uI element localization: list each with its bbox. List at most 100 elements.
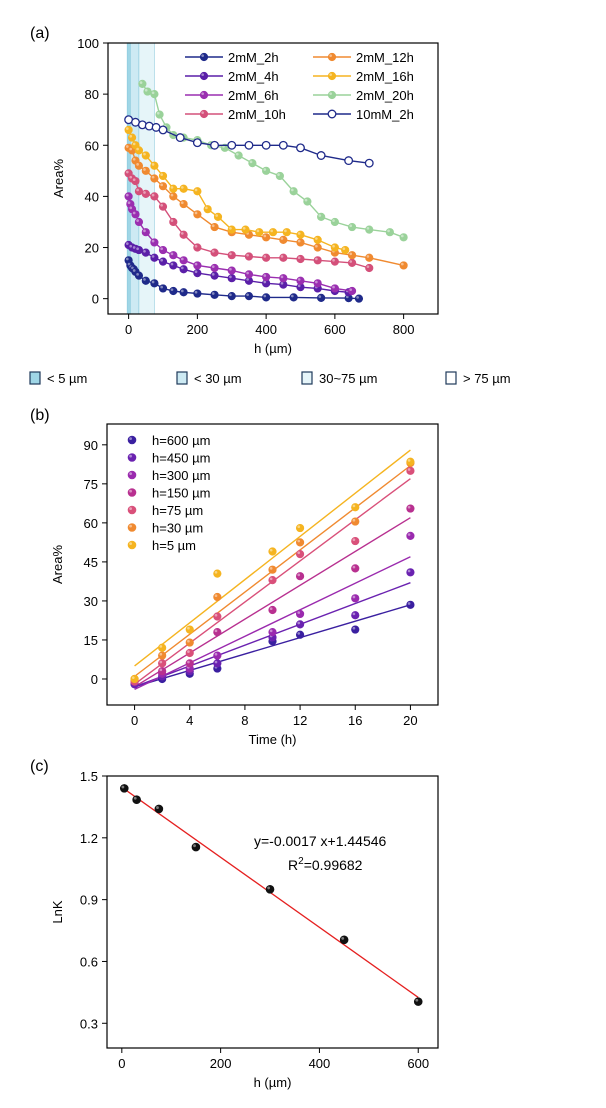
data-point-highlight xyxy=(400,262,404,266)
data-point-highlight xyxy=(400,234,404,238)
data-point xyxy=(364,158,374,168)
x-tick-label: 12 xyxy=(293,713,307,728)
data-point xyxy=(268,547,277,556)
data-point xyxy=(193,261,202,270)
data-point xyxy=(268,628,277,637)
data-point-highlight xyxy=(263,255,267,258)
data-point-highlight xyxy=(246,271,249,275)
data-point-highlight xyxy=(342,247,346,251)
data-point-highlight xyxy=(132,178,136,182)
data-point-highlight xyxy=(246,278,249,281)
legend-label: 2mM_20h xyxy=(356,88,414,103)
data-point-highlight xyxy=(129,134,133,138)
data-point-highlight xyxy=(151,163,155,166)
data-point-highlight xyxy=(415,998,419,1002)
data-point xyxy=(141,189,150,198)
data-point-highlight xyxy=(151,239,155,243)
data-point-highlight xyxy=(387,229,390,233)
series-line xyxy=(141,83,404,238)
data-point-highlight xyxy=(352,518,356,522)
data-point xyxy=(203,205,212,214)
y-tick-label: 20 xyxy=(85,241,99,256)
data-point-highlight xyxy=(341,937,345,940)
y-tick-label: 15 xyxy=(84,633,98,648)
data-point xyxy=(134,271,144,280)
data-point-highlight xyxy=(332,219,335,222)
data-point xyxy=(150,192,159,201)
data-point-highlight xyxy=(215,214,218,217)
data-point xyxy=(150,279,159,288)
data-point xyxy=(134,146,144,155)
data-point-highlight xyxy=(125,193,129,197)
data-point-highlight xyxy=(297,232,301,235)
data-point-highlight xyxy=(297,632,301,635)
data-point-highlight xyxy=(263,280,267,284)
data-point xyxy=(296,230,305,239)
data-point xyxy=(289,293,298,302)
data-point xyxy=(385,228,394,237)
data-point-highlight xyxy=(143,278,146,281)
data-point-highlight xyxy=(270,229,274,233)
data-point xyxy=(406,457,415,466)
data-point xyxy=(296,254,305,264)
data-point xyxy=(296,238,305,247)
data-point-highlight xyxy=(170,193,174,197)
legend-marker xyxy=(127,453,137,462)
data-point-highlight xyxy=(127,201,131,205)
data-point xyxy=(268,565,277,574)
data-point-highlight xyxy=(136,163,139,166)
data-point-highlight xyxy=(159,652,163,656)
data-point xyxy=(330,243,339,252)
data-point-highlight xyxy=(407,505,411,509)
data-point-highlight xyxy=(366,226,370,230)
data-point xyxy=(193,187,202,196)
r-superscript: 2 xyxy=(298,856,304,867)
data-point xyxy=(158,651,167,660)
series-line xyxy=(128,147,404,267)
data-point xyxy=(158,202,168,211)
legend-marker xyxy=(199,71,209,81)
data-point xyxy=(227,274,236,283)
data-point-highlight xyxy=(269,567,273,570)
data-point xyxy=(158,171,168,181)
data-point-highlight xyxy=(132,157,136,161)
data-point xyxy=(268,228,278,237)
data-point-highlight xyxy=(297,278,301,281)
data-point-highlight xyxy=(297,525,301,529)
data-point-highlight xyxy=(180,186,184,189)
data-point-highlight xyxy=(160,258,163,262)
data-point-highlight xyxy=(136,272,139,276)
data-point-highlight xyxy=(143,152,146,156)
data-point xyxy=(179,184,188,193)
x-tick-label: 0 xyxy=(125,322,132,337)
data-point xyxy=(241,225,250,234)
data-point-highlight xyxy=(180,232,184,235)
data-point xyxy=(317,293,326,302)
data-point xyxy=(143,87,152,96)
series-line xyxy=(127,129,346,251)
data-point-highlight xyxy=(297,256,301,260)
data-point xyxy=(406,531,415,540)
data-point-highlight xyxy=(129,175,133,179)
data-point xyxy=(210,222,219,232)
data-point xyxy=(210,271,219,280)
data-point xyxy=(265,885,275,894)
data-point-highlight xyxy=(194,244,198,248)
data-point xyxy=(227,266,236,275)
y-tick-label: 100 xyxy=(77,36,99,51)
data-point-highlight xyxy=(318,214,322,217)
data-point xyxy=(351,625,360,634)
data-point xyxy=(150,253,159,262)
legend-marker-highlight xyxy=(129,489,133,493)
data-point xyxy=(244,140,254,150)
data-point xyxy=(227,140,237,150)
legend-marker xyxy=(199,109,209,119)
data-point xyxy=(169,286,178,296)
data-point xyxy=(406,504,415,513)
data-point-highlight xyxy=(407,459,411,462)
data-point xyxy=(275,171,284,181)
data-point-highlight xyxy=(170,252,174,256)
fit-equation: y=-0.0017 x+1.44546 xyxy=(254,833,387,849)
x-tick-label: 400 xyxy=(255,322,277,337)
